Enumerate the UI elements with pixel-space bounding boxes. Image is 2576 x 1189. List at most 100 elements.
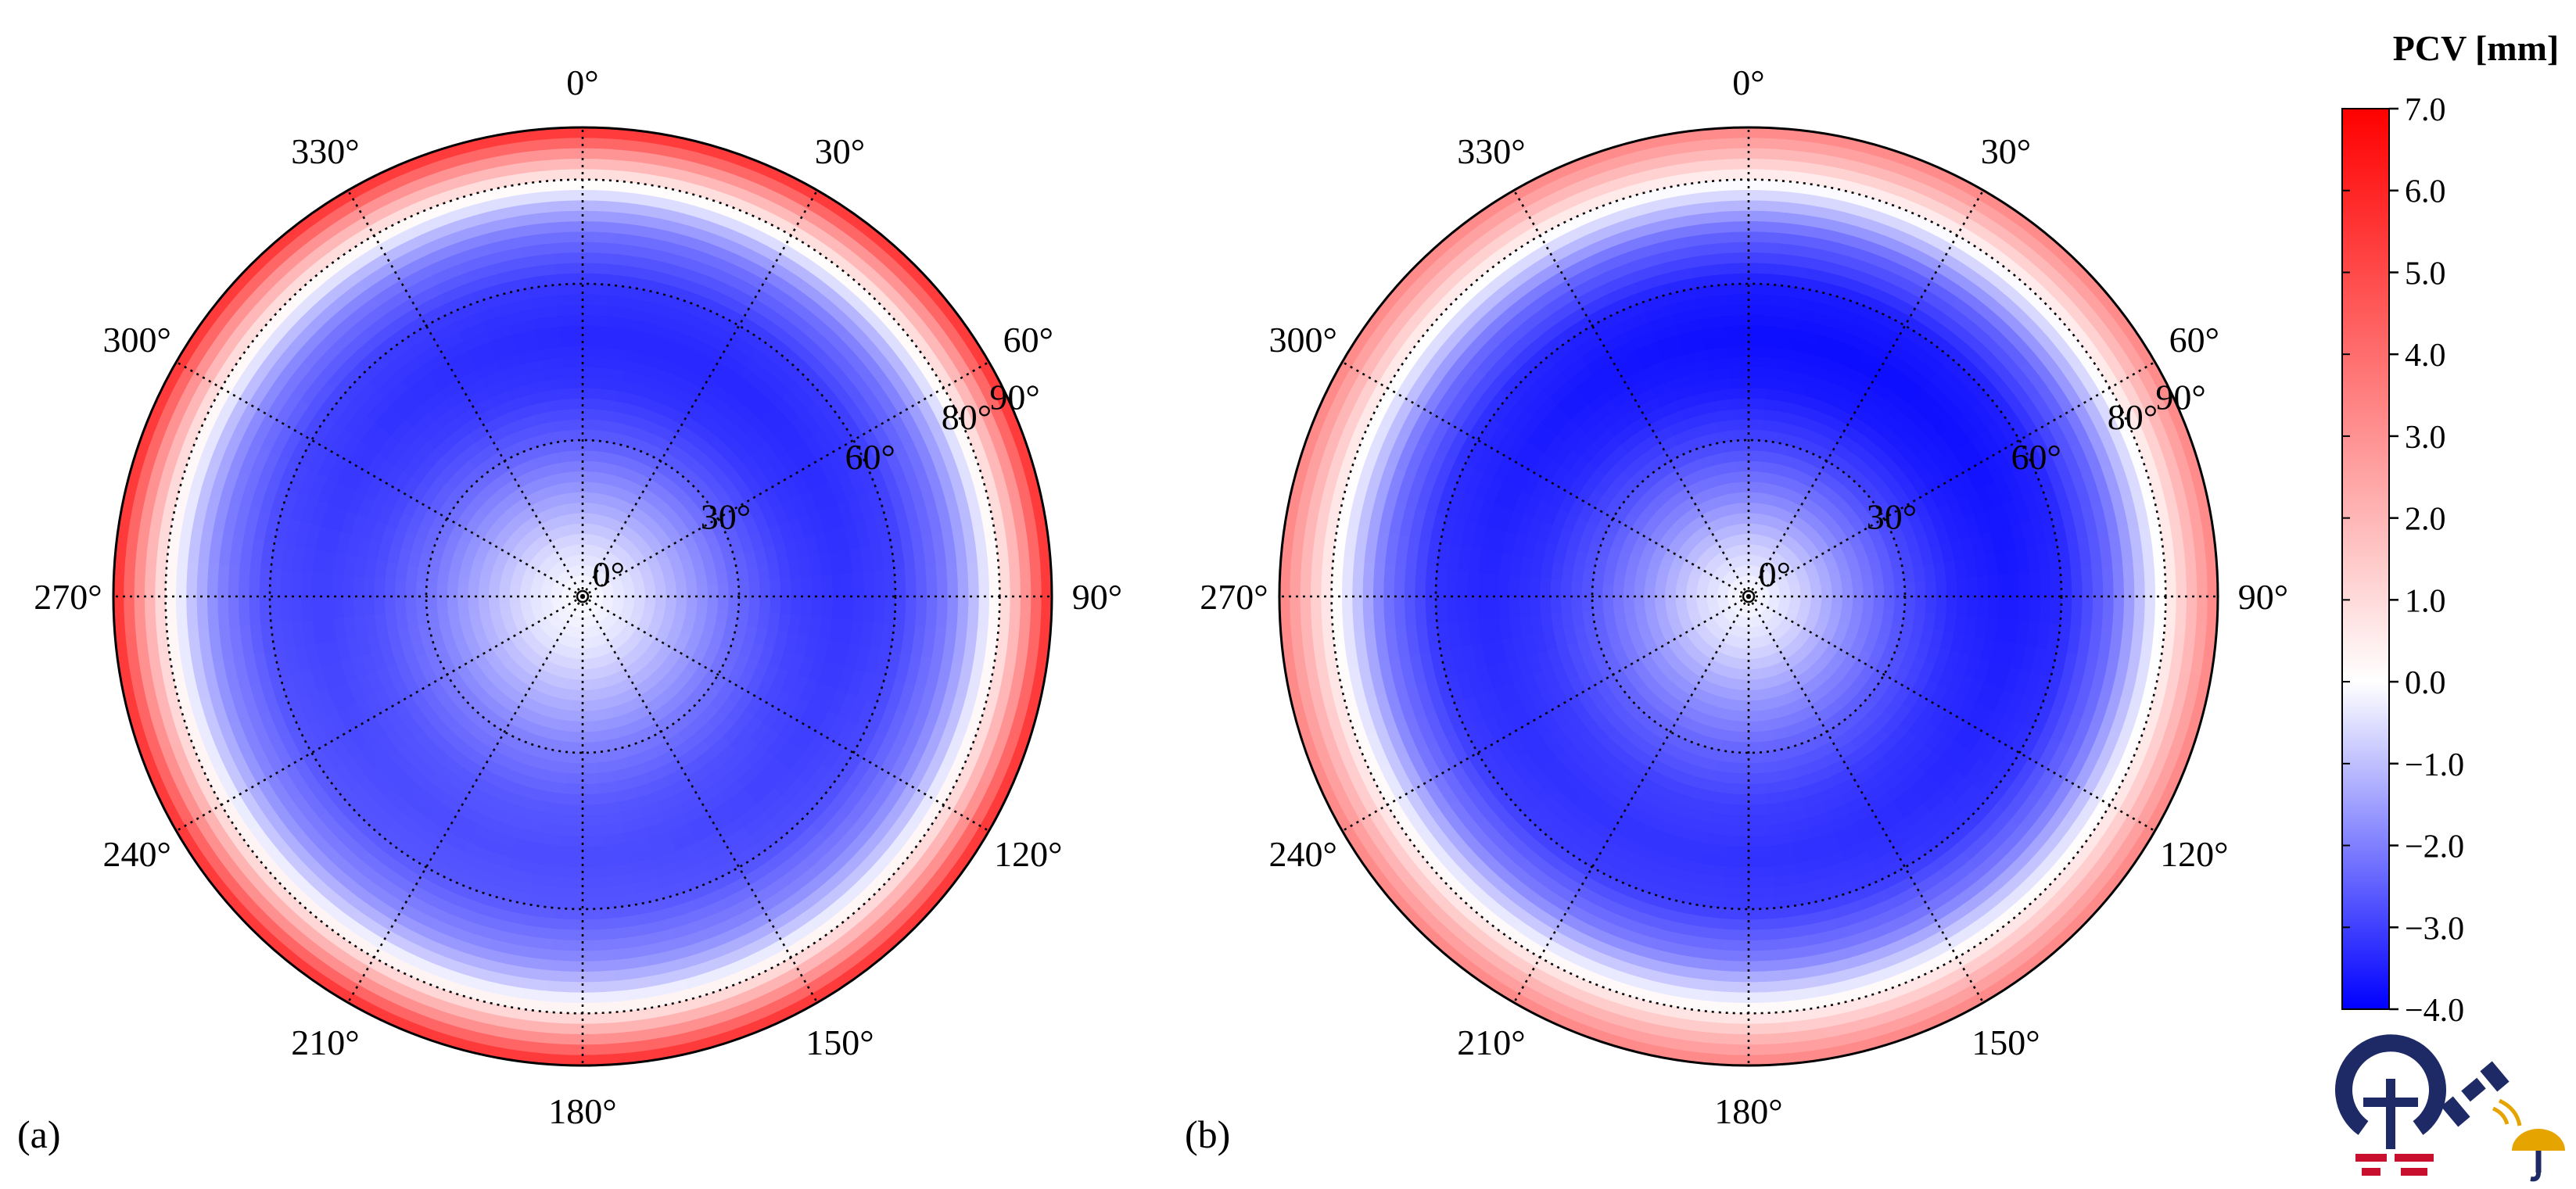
pcv-cell: [726, 569, 740, 586]
pcv-cell: [573, 491, 583, 503]
pcv-cell: [436, 481, 456, 501]
pcv-cell: [596, 761, 614, 774]
pcv-cell: [535, 713, 551, 729]
pcv-cell: [529, 591, 541, 596]
pcv-cell: [579, 1022, 621, 1035]
pcv-cell: [1735, 449, 1750, 462]
pcv-cell: [594, 667, 605, 679]
pcv-cell: [542, 671, 554, 686]
pcv-cell: [595, 611, 605, 621]
pcv-cell: [1749, 471, 1761, 482]
pcv-cell: [625, 622, 637, 633]
pcv-cell: [530, 555, 544, 567]
pcv-cell: [611, 607, 622, 615]
pcv-cell: [600, 620, 610, 632]
pcv-cell: [623, 652, 637, 666]
pcv-cell: [1749, 397, 1767, 410]
pcv-cell: [601, 707, 615, 721]
pcv-cell: [501, 614, 515, 625]
pcv-cell: [665, 732, 685, 751]
pcv-cell: [468, 565, 483, 578]
pcv-cell: [648, 621, 662, 633]
pcv-cell: [602, 588, 615, 593]
pcv-cell: [935, 596, 949, 631]
pcv-cell: [464, 635, 479, 650]
pcv-cell: [144, 593, 157, 635]
pcv-cell: [544, 575, 556, 584]
pcv-cell: [522, 614, 536, 624]
pcv-cell: [561, 356, 585, 368]
pcv-cell: [457, 584, 468, 596]
pcv-cell: [533, 610, 545, 619]
pcv-cell: [619, 629, 631, 642]
pcv-cell: [508, 596, 521, 603]
pcv-cell: [1987, 596, 2000, 621]
pcv-cell: [622, 603, 635, 611]
pcv-cell: [566, 752, 583, 765]
pcv-cell: [528, 560, 540, 571]
pcv-cell: [332, 572, 344, 596]
pcv-cell: [620, 611, 633, 619]
pcv-cell: [1731, 772, 1749, 785]
pcv-cell: [734, 553, 748, 571]
pcv-cell: [726, 609, 740, 625]
pcv-cell: [700, 471, 720, 491]
pcv-cell: [733, 623, 748, 641]
pcv-cell: [436, 595, 448, 610]
pcv-cell: [705, 572, 719, 587]
pcv-cell: [719, 494, 737, 514]
pcv-cell: [583, 439, 597, 452]
pcv-cell: [677, 724, 698, 743]
pcv-cell: [561, 814, 583, 827]
pcv-cell: [673, 569, 687, 581]
pcv-cell: [619, 614, 631, 624]
pcv-cell: [534, 668, 547, 682]
pcv-cell: [1591, 582, 1604, 596]
pcv-cell: [427, 697, 447, 718]
pcv-cell: [497, 548, 511, 561]
pcv-cell: [580, 876, 608, 890]
pcv-cell: [601, 582, 613, 590]
pcv-cell: [831, 573, 845, 599]
pcv-cell: [744, 550, 759, 569]
pcv-cell: [546, 639, 557, 651]
pcv-cell: [446, 470, 466, 489]
pcv-cell: [548, 770, 568, 784]
pcv-cell: [418, 552, 432, 570]
pcv-cell: [582, 668, 590, 681]
pcv-cell: [593, 636, 601, 648]
azimuth-tick-label: 0°: [566, 63, 598, 102]
pcv-cell: [583, 460, 596, 472]
pcv-cell: [544, 452, 561, 466]
pcv-cell: [533, 629, 546, 642]
pcv-cell: [666, 596, 677, 606]
pcv-cell: [526, 636, 539, 649]
pcv-cell: [945, 596, 959, 632]
pcv-cell: [579, 1001, 619, 1015]
pcv-cell: [569, 657, 578, 670]
radial-tick-label: 60°: [845, 437, 895, 477]
pcv-cell: [481, 620, 495, 632]
pcv-cell: [608, 639, 619, 652]
pcv-cell: [551, 231, 586, 244]
pcv-cell: [615, 464, 630, 480]
pcv-cell: [608, 571, 620, 582]
pcv-cell: [583, 346, 607, 358]
pcv-cell: [606, 553, 617, 565]
pcv-cell: [583, 408, 601, 421]
pcv-cell: [540, 659, 552, 673]
pcv-cell: [586, 564, 591, 577]
pcv-cell: [568, 428, 584, 441]
pcv-cell: [590, 555, 597, 568]
pcv-cell: [569, 636, 576, 649]
pcv-cell: [863, 571, 876, 599]
pcv-cell: [612, 623, 623, 635]
pcv-cell: [1756, 689, 1767, 701]
panel-label: (a): [17, 1112, 61, 1156]
pcv-cell: [594, 450, 609, 464]
pcv-cell: [556, 608, 567, 618]
pcv-cell: [564, 625, 572, 636]
pcv-cell: [645, 554, 659, 567]
pcv-cell: [559, 335, 585, 348]
pcv-cell: [622, 626, 635, 638]
